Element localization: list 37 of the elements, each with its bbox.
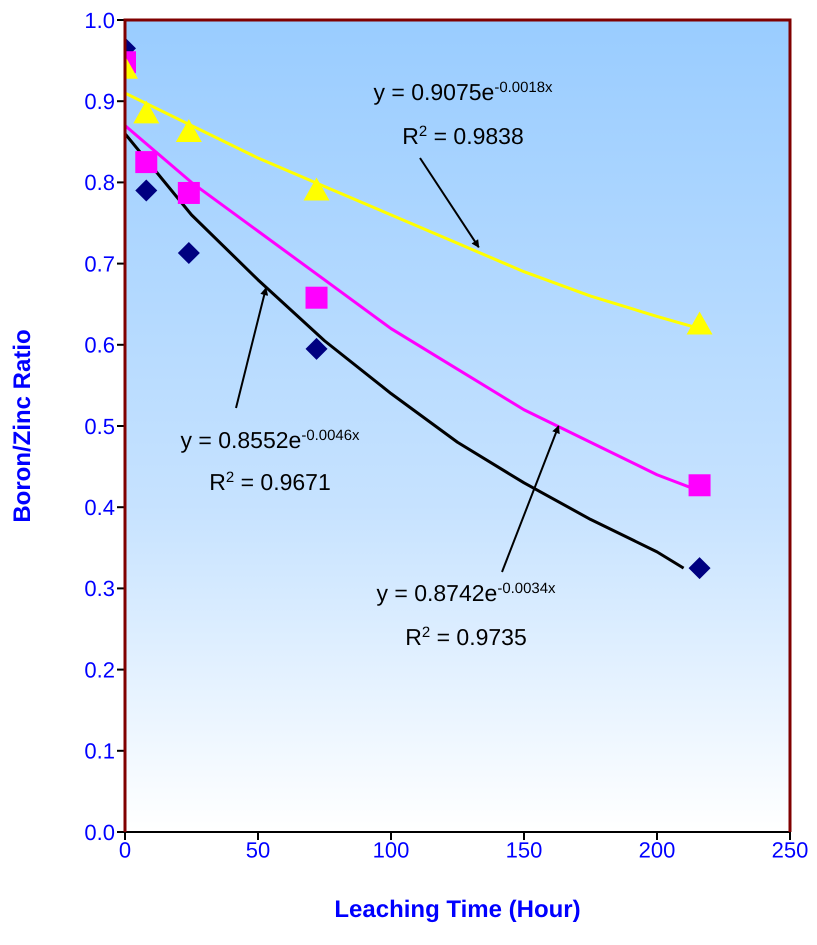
- y-tick-label: 0.3: [84, 576, 115, 602]
- annotation: y = 0.9075e$^{-0.0018x}$: [374, 78, 554, 105]
- y-tick-label: 1.0: [84, 8, 115, 33]
- point: [178, 182, 200, 204]
- annotation: R$^{2}$ = 0.9735: [405, 624, 527, 650]
- point: [688, 557, 711, 580]
- point: [306, 338, 328, 360]
- annotation: R$^{2}$ = 0.9671: [209, 468, 331, 495]
- point: [304, 178, 330, 201]
- y-tick-label: 0.8: [84, 170, 115, 196]
- point: [176, 119, 202, 142]
- x-tick-label: 200: [638, 838, 676, 863]
- point: [135, 180, 158, 202]
- annotation: y = 0.8742e$^{-0.0034x}$: [376, 580, 556, 606]
- point: [178, 242, 200, 264]
- y-tick-label: 0.5: [84, 414, 115, 439]
- y-axis-title: Boron/Zinc Ratio: [9, 329, 36, 523]
- point: [133, 100, 160, 124]
- y-tick-label: 0.7: [84, 251, 115, 276]
- y-tick-label: 0.0: [84, 820, 115, 845]
- x-tick-label: 150: [506, 838, 542, 863]
- y-tick-label: 0.4: [84, 495, 115, 520]
- point: [135, 151, 158, 174]
- x-tick-label: 100: [372, 838, 410, 863]
- point: [306, 286, 328, 309]
- y-tick-label: 0.2: [84, 657, 115, 682]
- x-tick-label: 50: [246, 838, 270, 863]
- y-tick-label: 0.6: [84, 332, 115, 358]
- annotation: R$^{2}$ = 0.9838: [402, 122, 524, 149]
- annotation: y = 0.8552e$^{-0.0046x}$: [180, 426, 360, 453]
- x-axis-title: Leaching Time (Hour): [334, 896, 581, 923]
- x-tick-label: 0: [118, 838, 132, 863]
- x-tick-label: 250: [772, 838, 808, 863]
- point: [686, 312, 713, 334]
- point: [688, 474, 711, 496]
- y-tick-label: 0.1: [84, 738, 115, 764]
- y-tick-label: 0.9: [84, 89, 115, 114]
